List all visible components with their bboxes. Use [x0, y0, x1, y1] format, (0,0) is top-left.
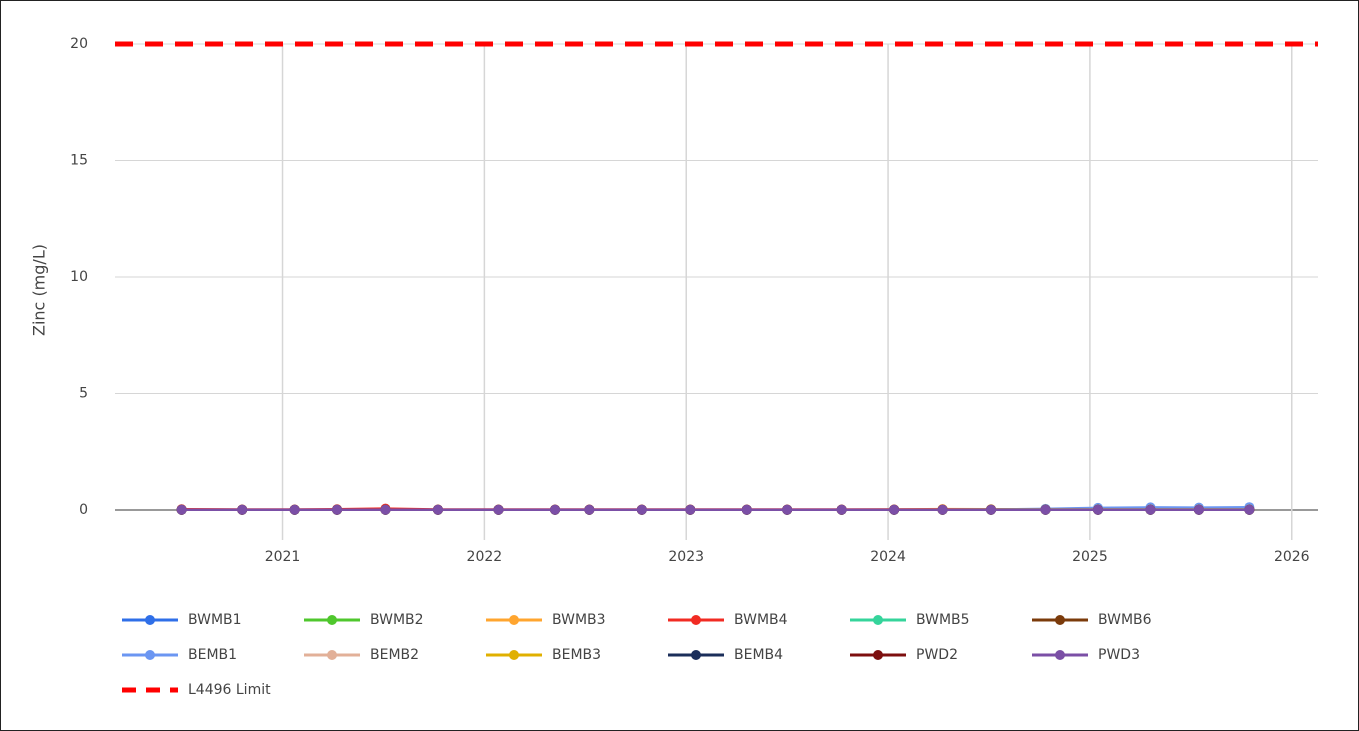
legend-item: BEMB1 [122, 647, 237, 663]
legend-marker [873, 650, 883, 660]
y-tick-label: 20 [70, 36, 88, 52]
legend-label: BWMB2 [370, 612, 424, 628]
legend-label: BEMB3 [552, 647, 601, 663]
legend-label: BEMB2 [370, 647, 419, 663]
data-point [1145, 504, 1156, 515]
data-point [685, 504, 696, 515]
data-point [782, 504, 793, 515]
legend-item: BWMB6 [1032, 612, 1152, 628]
legend-marker [873, 615, 883, 625]
x-tick-label: 2024 [870, 549, 906, 565]
legend-label: BWMB3 [552, 612, 606, 628]
legend-item: L4496 Limit [122, 682, 271, 698]
data-point [550, 504, 561, 515]
legend-label: BEMB4 [734, 647, 783, 663]
y-tick-label: 10 [70, 269, 88, 285]
x-tick-label: 2023 [668, 549, 704, 565]
legend-label: BWMB4 [734, 612, 788, 628]
data-point [432, 504, 443, 515]
x-tick-label: 2025 [1072, 549, 1108, 565]
y-tick-label: 15 [70, 153, 88, 169]
y-tick-label: 5 [79, 386, 88, 402]
x-tick-label: 2022 [467, 549, 503, 565]
legend-marker [509, 650, 519, 660]
legend-label: BWMB1 [188, 612, 242, 628]
data-point [741, 504, 752, 515]
legend-label: L4496 Limit [188, 682, 271, 698]
legend-item: PWD3 [1032, 647, 1140, 663]
data-point [937, 504, 948, 515]
legend-item: BEMB4 [668, 647, 783, 663]
legend-label: PWD3 [1098, 647, 1140, 663]
y-axis-title: Zinc (mg/L) [30, 244, 49, 336]
data-point [584, 504, 595, 515]
data-point [332, 504, 343, 515]
legend-label: BWMB5 [916, 612, 970, 628]
legend-marker [1055, 650, 1065, 660]
data-point [1092, 504, 1103, 515]
data-point [889, 504, 900, 515]
legend-item: BWMB4 [668, 612, 788, 628]
legend-marker [327, 615, 337, 625]
legend-label: BWMB6 [1098, 612, 1152, 628]
data-point [1244, 504, 1255, 515]
legend-item: BWMB1 [122, 612, 242, 628]
legend-marker [691, 615, 701, 625]
legend-item: BEMB3 [486, 647, 601, 663]
legend-marker [1055, 615, 1065, 625]
data-point [1193, 504, 1204, 515]
data-point [1040, 504, 1051, 515]
data-point [176, 504, 187, 515]
data-point [636, 504, 647, 515]
legend-marker [145, 615, 155, 625]
legend-marker [509, 615, 519, 625]
data-point [237, 504, 248, 515]
legend-marker [327, 650, 337, 660]
legend-label: PWD2 [916, 647, 958, 663]
x-tick-label: 2021 [265, 549, 301, 565]
x-tick-label: 2026 [1274, 549, 1310, 565]
data-point [380, 504, 391, 515]
data-point [986, 504, 997, 515]
legend-marker [691, 650, 701, 660]
data-point [289, 504, 300, 515]
legend-item: BEMB2 [304, 647, 419, 663]
y-tick-label: 0 [79, 502, 88, 518]
legend-item: BWMB3 [486, 612, 606, 628]
legend-marker [145, 650, 155, 660]
legend-label: BEMB1 [188, 647, 237, 663]
legend-item: PWD2 [850, 647, 958, 663]
data-point [836, 504, 847, 515]
legend-item: BWMB2 [304, 612, 424, 628]
data-point [493, 504, 504, 515]
legend-item: BWMB5 [850, 612, 970, 628]
